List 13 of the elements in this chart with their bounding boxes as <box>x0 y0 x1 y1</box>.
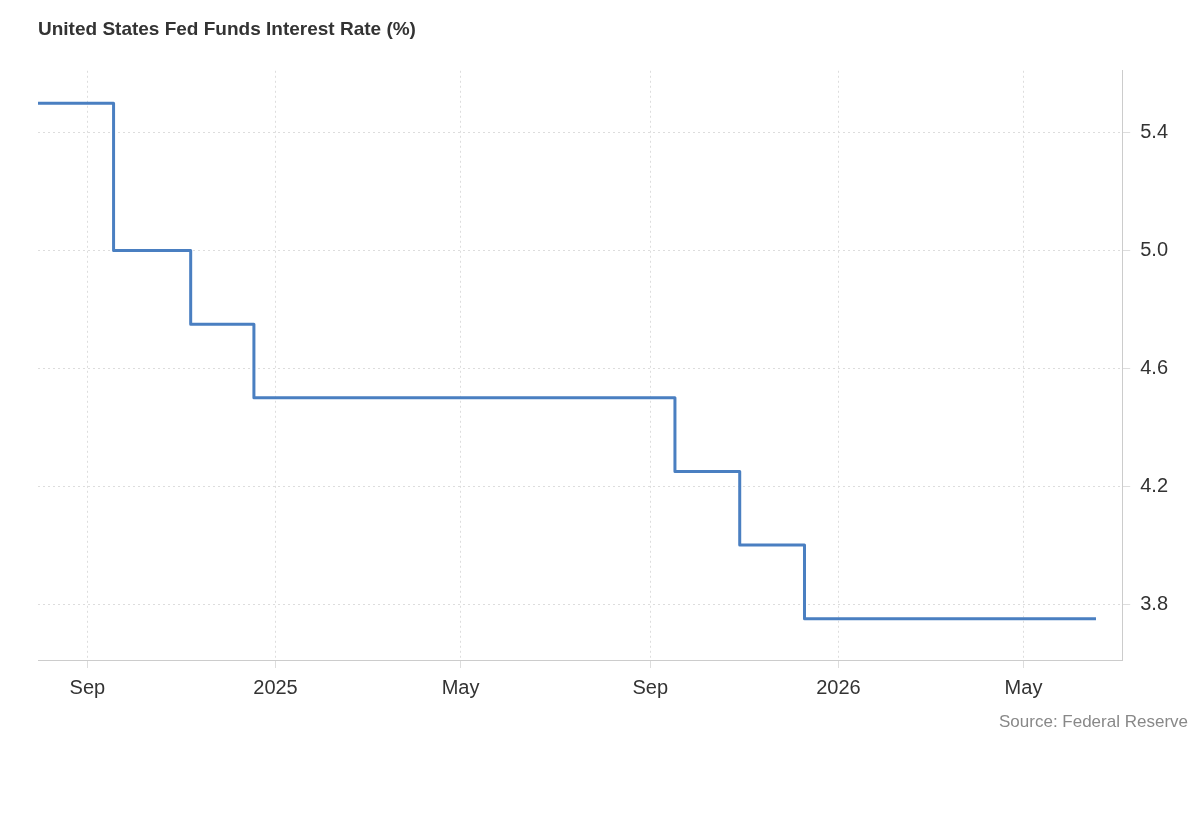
x-tick-label: Sep <box>632 675 669 698</box>
y-tick-label: 5.0 <box>1140 238 1169 261</box>
y-tick-label: 3.8 <box>1140 591 1169 614</box>
x-tick-label: 2025 <box>253 675 298 698</box>
chart-title: United States Fed Funds Interest Rate (%) <box>38 17 416 39</box>
x-tick-label: May <box>1004 675 1043 698</box>
x-tick-label: Sep <box>69 675 106 698</box>
y-tick-label: 4.2 <box>1140 473 1169 496</box>
x-tick-label: May <box>441 675 480 698</box>
y-tick-label: 5.4 <box>1140 120 1169 143</box>
source-note: Source: Federal Reserve <box>998 712 1188 732</box>
x-tick-label: 2026 <box>816 675 861 698</box>
y-tick-label: 4.6 <box>1140 355 1169 378</box>
